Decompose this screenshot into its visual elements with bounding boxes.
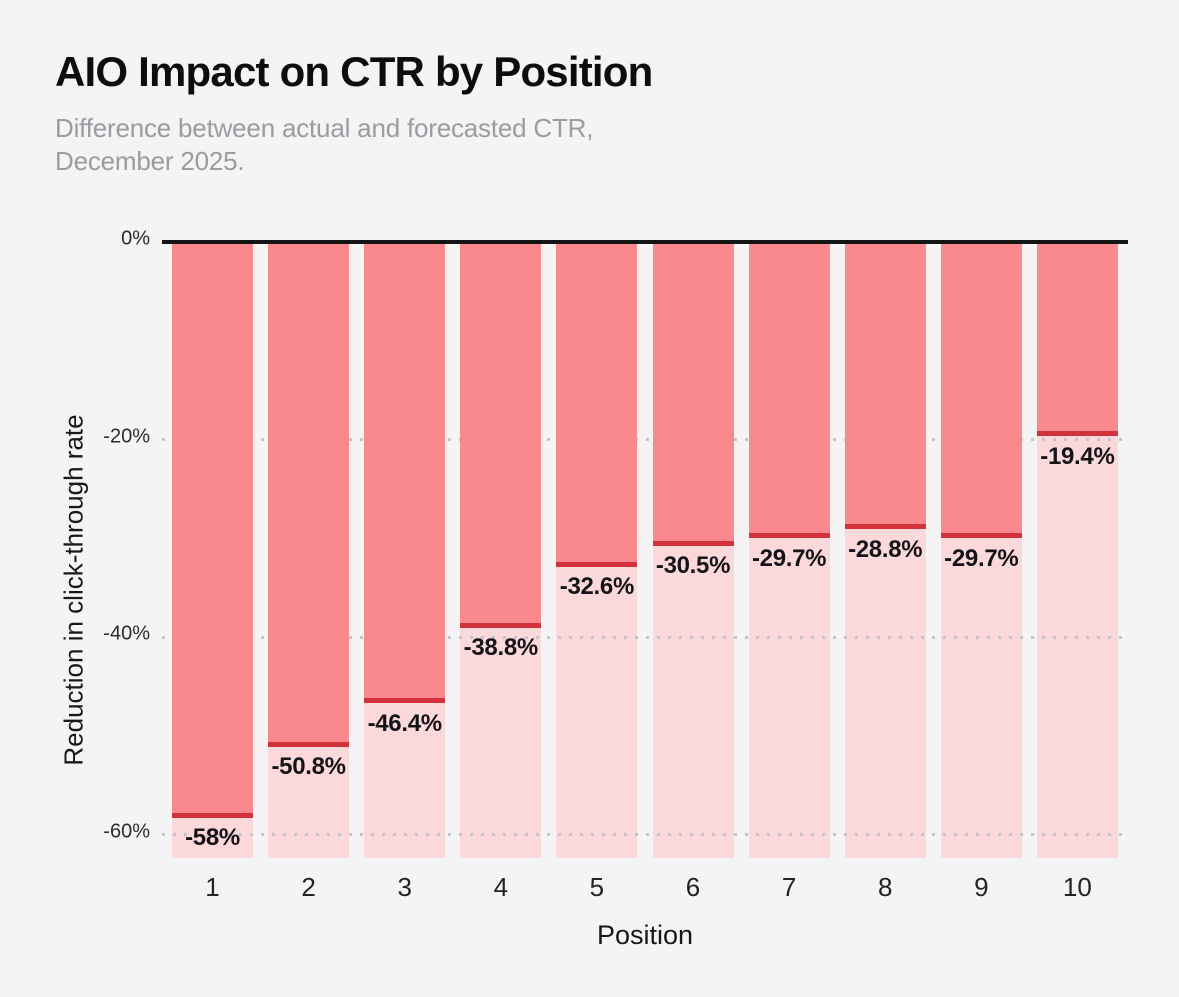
bar-remainder-segment [460, 625, 542, 858]
bar-value-line [364, 698, 446, 704]
bar-remainder-segment [556, 564, 638, 858]
bar-value-label: -38.8% [463, 634, 539, 662]
chart-subtitle-line-2: December 2025. [55, 146, 245, 176]
bar-value-line [172, 812, 253, 818]
bar-remainder-segment [172, 815, 253, 858]
bar-actual-segment [268, 242, 350, 745]
x-tick-label: 9 [974, 872, 989, 902]
gridline [162, 833, 1128, 837]
y-tick-label: 0% [121, 227, 150, 250]
x-tick-label: 2 [301, 872, 316, 902]
bar-value-label: -32.6% [559, 573, 635, 601]
bar-value-line [460, 622, 542, 628]
bar-actual-segment [1036, 242, 1118, 434]
bar-value-line [1036, 431, 1118, 437]
x-tick-label: 10 [1062, 872, 1092, 902]
bar-value-line [556, 561, 638, 567]
x-tick-label: 5 [589, 872, 605, 902]
bar-value-line [940, 533, 1022, 539]
bar-actual-segment [556, 242, 638, 565]
bar-value-line [748, 533, 830, 539]
y-tick-label: -40% [103, 622, 150, 645]
bar-actual-segment [364, 242, 446, 701]
bar-value-label: -30.5% [655, 552, 731, 580]
x-axis-title: Position [596, 920, 694, 950]
chart-subtitle: Difference between actual and forecasted… [55, 112, 593, 178]
bar-actual-segment [844, 242, 926, 527]
bar-actual-segment [940, 242, 1022, 536]
bar-value-label: -50.8% [271, 753, 346, 781]
bar-actual-segment [652, 242, 734, 544]
bar-value-label: -46.4% [367, 709, 443, 737]
bar-actual-segment [748, 242, 830, 536]
gridline [162, 438, 1128, 442]
bar-value-label: -29.7% [751, 544, 827, 572]
bar-value-line [268, 741, 350, 747]
y-tick-label: -20% [103, 425, 150, 448]
bar-remainder-segment [364, 700, 446, 858]
bar-value-label: -19.4% [1040, 442, 1115, 470]
bar-value-label: -29.7% [944, 544, 1019, 572]
x-tick-label: 3 [397, 872, 412, 902]
chart-subtitle-line-1: Difference between actual and forecasted… [55, 113, 594, 143]
bar-remainder-segment [268, 744, 350, 858]
y-tick-label: -60% [103, 820, 150, 843]
y-axis-title: Reduction in click-through rate [58, 414, 89, 766]
bar-value-label: -58% [185, 824, 240, 852]
bar-remainder-segment [652, 543, 734, 858]
x-tick-label: 7 [781, 872, 797, 902]
x-tick-label: 4 [493, 872, 509, 902]
bar-value-label: -28.8% [848, 535, 923, 563]
bar-value-line [652, 540, 734, 546]
bar-remainder-segment [940, 535, 1022, 858]
bar-actual-segment [460, 242, 542, 626]
bar-remainder-segment [844, 526, 926, 858]
bar-value-line [844, 524, 926, 530]
gridline [162, 635, 1128, 639]
zero-axis-line [162, 240, 1128, 244]
bar-remainder-segment [748, 535, 830, 858]
bar-actual-segment [172, 242, 253, 816]
x-tick-label: 1 [205, 872, 220, 902]
bar-remainder-segment [1036, 433, 1118, 858]
x-tick-label: 8 [877, 872, 893, 902]
x-tick-label: 6 [685, 872, 701, 902]
chart-title: AIO Impact on CTR by Position [55, 48, 653, 95]
